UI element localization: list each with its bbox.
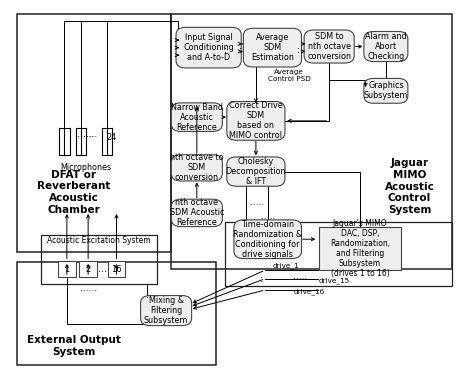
Text: Microphones: Microphones [60,163,111,172]
Bar [58,261,76,277]
Text: External Output
System: External Output System [27,336,121,357]
FancyBboxPatch shape [243,28,301,67]
FancyBboxPatch shape [171,155,222,181]
Text: 24: 24 [107,133,117,142]
Text: Alarm and
Abort
Checking: Alarm and Abort Checking [365,32,407,61]
Text: .....: ..... [261,212,275,221]
Bar [41,236,156,284]
Text: Average
SDM
Estimation: Average SDM Estimation [251,33,294,62]
Text: .....: ..... [250,198,264,207]
Text: :: : [239,45,242,55]
Text: SDM to
nth octave
conversion: SDM to nth octave conversion [307,32,351,61]
Text: :: : [224,45,227,55]
Bar [17,262,216,365]
Text: Input Signal
Conditioning
and A-to-D: Input Signal Conditioning and A-to-D [183,33,234,62]
Text: 16: 16 [111,265,122,274]
Text: Correct Drive
SDM
based on
MIMO control: Correct Drive SDM based on MIMO control [229,101,283,141]
Text: Jaguar
MIMO
Acoustic
Control
System: Jaguar MIMO Acoustic Control System [384,158,435,215]
Text: Acoustic Excitation System: Acoustic Excitation System [47,236,150,245]
Text: 2: 2 [85,265,91,274]
Text: DFAT or
Reverberant
Acoustic
Chamber: DFAT or Reverberant Acoustic Chamber [37,170,110,215]
Text: Narrow Band
Acoustic
Reference: Narrow Band Acoustic Reference [171,103,223,132]
Text: ...: ... [98,264,107,274]
Bar [171,14,452,269]
Text: nth octave
SDM Acoustic
Reference: nth octave SDM Acoustic Reference [170,198,224,227]
Text: drive_16: drive_16 [294,288,325,295]
Text: ......: ...... [80,284,97,293]
Text: :: : [146,284,148,293]
FancyBboxPatch shape [227,101,285,140]
FancyBboxPatch shape [234,220,301,259]
Text: :: : [260,275,263,284]
Text: .....: ..... [292,272,307,281]
FancyBboxPatch shape [304,30,354,63]
Text: Graphics
Subsystem: Graphics Subsystem [364,81,408,100]
Bar [319,227,401,270]
Text: drive_1: drive_1 [273,262,299,269]
Bar [79,261,97,277]
FancyBboxPatch shape [364,32,408,61]
Text: Average
Control PSD: Average Control PSD [268,69,310,82]
Text: ......: ...... [77,130,94,138]
Text: Jaguar's MIMO
DAC, DSP,
Randomization,
and Filtering
Subsystem
(drives 1 to 16): Jaguar's MIMO DAC, DSP, Randomization, a… [330,219,390,278]
Text: 1: 1 [64,265,70,274]
Text: Mixing &
Filtering
Subsystem: Mixing & Filtering Subsystem [144,296,188,325]
FancyBboxPatch shape [364,78,408,103]
FancyBboxPatch shape [176,28,241,68]
Bar [17,14,171,252]
Bar [108,261,126,277]
FancyBboxPatch shape [141,296,191,326]
Text: :: : [297,45,301,55]
Text: nth octave to
SDM
conversion: nth octave to SDM conversion [170,153,224,182]
Text: ......: ...... [80,130,97,138]
FancyBboxPatch shape [171,199,222,227]
Bar [225,222,452,286]
Text: Cholesky
Decomposition
& IFT: Cholesky Decomposition & IFT [226,157,286,186]
Text: drive_15: drive_15 [318,277,349,284]
Text: Time-domain
Randomization &
Conditioning for
drive signals: Time-domain Randomization & Conditioning… [233,220,302,259]
Text: :: : [146,291,148,300]
FancyBboxPatch shape [227,157,285,186]
FancyBboxPatch shape [171,103,222,132]
